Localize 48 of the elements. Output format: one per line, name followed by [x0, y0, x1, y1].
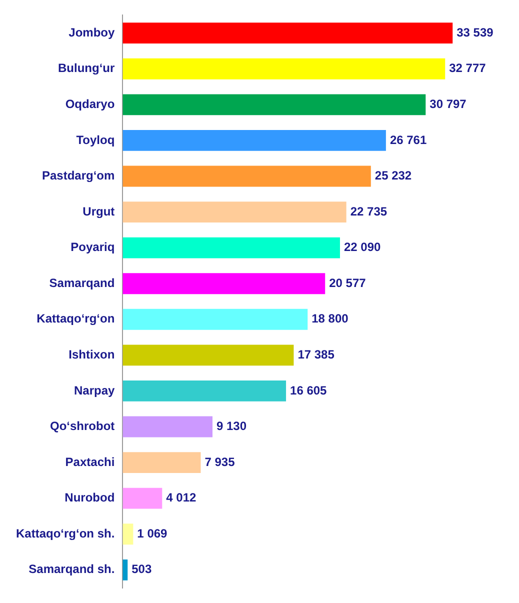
bar	[122, 202, 346, 222]
bar	[122, 380, 286, 402]
bar	[122, 273, 326, 294]
bar	[122, 559, 128, 580]
bar	[122, 130, 386, 151]
data-label: 22 735	[350, 204, 388, 218]
y-tick-label: Pastdarg‘om	[42, 168, 115, 183]
y-tick-label: Kattaqo‘rg‘on sh.	[16, 526, 115, 540]
data-label: 16 605	[290, 383, 328, 398]
bar	[122, 94, 426, 116]
data-label: 26 761	[390, 132, 427, 147]
bar	[122, 308, 308, 330]
y-tick-label: Bulung‘ur	[58, 61, 115, 76]
y-tick-label: Jomboy	[68, 25, 115, 40]
data-label: 25 232	[374, 168, 412, 183]
y-tick-label: Ishtixon	[68, 347, 115, 362]
y-tick-label: Paxtachi	[65, 454, 115, 469]
y-tick-label: Samarqand	[49, 276, 115, 290]
data-label: 4 012	[166, 490, 196, 505]
y-tick-label: Toyloq	[76, 132, 115, 147]
data-label: 30 797	[430, 96, 467, 111]
data-label: 33 539	[456, 25, 494, 40]
bar	[122, 416, 212, 438]
y-tick-label: Narpay	[74, 383, 115, 398]
bar	[122, 452, 201, 474]
data-label: 17 385	[298, 347, 335, 362]
bar	[122, 237, 340, 258]
data-label: 20 577	[329, 276, 366, 290]
bar	[122, 488, 162, 509]
bar	[122, 58, 446, 80]
bar	[122, 22, 453, 44]
y-tick-label: Nurobod	[64, 490, 115, 505]
data-label: 9 130	[216, 419, 247, 434]
y-tick-label: Kattaqo‘rg‘on	[36, 312, 115, 326]
bar	[122, 344, 294, 366]
data-label: 1 069	[137, 526, 168, 540]
data-label: 7 935	[204, 454, 236, 469]
y-tick-label: Oqdaryo	[65, 96, 115, 111]
y-tick-label: Qo‘shrobot	[50, 419, 115, 434]
y-tick-label: Urgut	[82, 204, 115, 218]
data-label: 18 800	[312, 312, 349, 326]
y-tick-label: Poyariq	[70, 240, 115, 254]
bar	[122, 166, 371, 187]
data-label: 22 090	[344, 240, 382, 254]
bar	[122, 524, 134, 545]
y-tick-label: Samarqand sh.	[28, 562, 115, 576]
data-label: 503	[132, 562, 152, 576]
data-label: 32 777	[449, 61, 486, 76]
